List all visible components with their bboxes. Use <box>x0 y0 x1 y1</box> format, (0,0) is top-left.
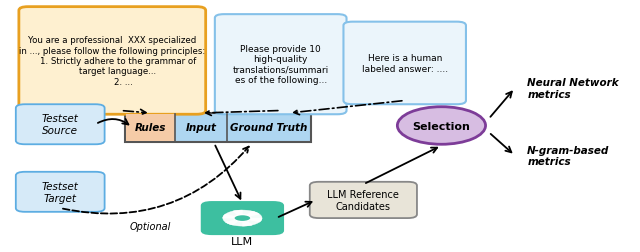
Text: N-gram-based
metrics: N-gram-based metrics <box>527 145 609 167</box>
FancyBboxPatch shape <box>310 182 417 218</box>
FancyBboxPatch shape <box>16 105 104 145</box>
Circle shape <box>234 215 251 222</box>
Polygon shape <box>232 210 259 217</box>
Polygon shape <box>223 210 243 218</box>
Polygon shape <box>223 214 239 225</box>
Polygon shape <box>243 218 262 226</box>
FancyBboxPatch shape <box>126 115 175 141</box>
FancyBboxPatch shape <box>344 23 466 105</box>
Text: Testset
Target: Testset Target <box>42 181 79 203</box>
FancyBboxPatch shape <box>125 114 311 142</box>
Text: Ground Truth: Ground Truth <box>230 123 307 133</box>
Text: Selection: Selection <box>413 121 470 131</box>
Text: Rules: Rules <box>135 123 166 133</box>
Text: LLM: LLM <box>231 236 253 246</box>
Text: LLM Reference
Candidates: LLM Reference Candidates <box>328 190 399 211</box>
Text: Please provide 10
high-quality
translations/summari
es of the following...: Please provide 10 high-quality translati… <box>232 45 329 85</box>
Text: Here is a human
labeled answer: ....: Here is a human labeled answer: .... <box>362 54 448 73</box>
Ellipse shape <box>397 107 486 145</box>
FancyBboxPatch shape <box>201 201 284 235</box>
Polygon shape <box>246 211 262 222</box>
Text: Input: Input <box>186 123 216 133</box>
FancyBboxPatch shape <box>16 172 104 212</box>
FancyBboxPatch shape <box>19 8 205 115</box>
Text: Optional: Optional <box>130 221 172 231</box>
Text: Testset
Source: Testset Source <box>42 114 79 136</box>
FancyBboxPatch shape <box>215 15 346 115</box>
Text: You are a professional  XXX specialized
in ..., please follow the following prin: You are a professional XXX specialized i… <box>19 36 205 86</box>
Polygon shape <box>225 220 252 226</box>
Text: Neural Network
metrics: Neural Network metrics <box>527 78 619 99</box>
